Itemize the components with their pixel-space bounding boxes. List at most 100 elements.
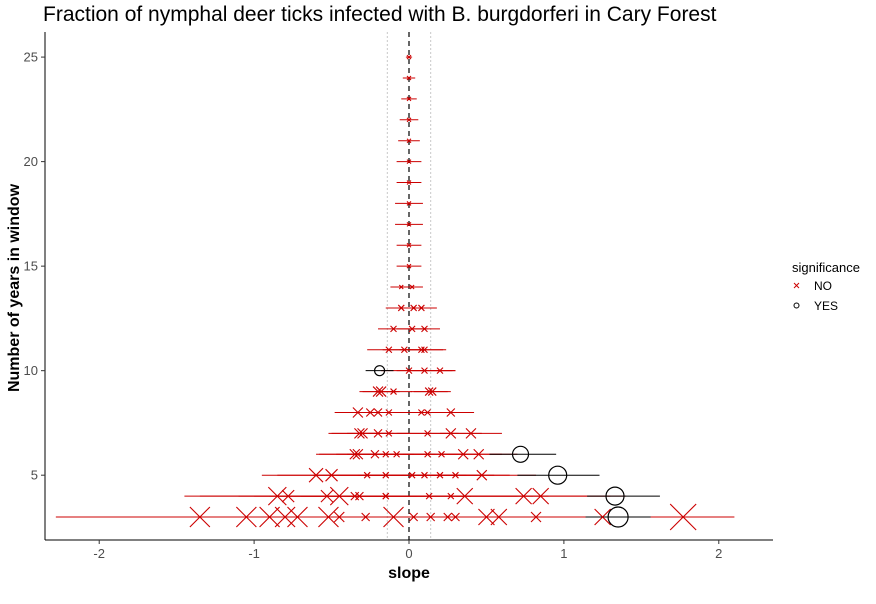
point-stroke [398, 284, 404, 290]
point-no-marker [490, 508, 508, 526]
point-yes-marker [548, 465, 568, 485]
point-no-marker [333, 511, 345, 523]
point-no-marker [452, 471, 459, 479]
point-stroke [235, 506, 257, 528]
point-no-marker [476, 469, 488, 481]
point-stroke [408, 325, 416, 333]
point-stroke [476, 469, 488, 481]
point-stroke [385, 409, 393, 416]
point-stroke [456, 487, 474, 505]
point-stroke [421, 325, 428, 333]
point-stroke [409, 512, 419, 522]
point-stroke [370, 449, 380, 459]
point-no-marker [409, 512, 419, 522]
point-no-marker [390, 388, 397, 395]
point-no-marker [457, 448, 469, 460]
point-no-marker [445, 427, 457, 439]
point-stroke [424, 409, 431, 416]
point-no-marker [406, 242, 412, 248]
x-tick-label: 0 [405, 546, 412, 561]
point-no-marker [478, 508, 495, 526]
point-stroke [382, 450, 390, 458]
point-stroke [406, 54, 412, 60]
point-stroke [405, 367, 413, 375]
point-no-marker [421, 471, 428, 479]
point-no-marker [424, 450, 431, 458]
point-stroke [400, 346, 408, 354]
point-no-marker [421, 367, 428, 375]
point-no-marker [406, 96, 412, 102]
y-tick-label: 10 [24, 363, 38, 378]
point-stroke [421, 471, 428, 479]
point-no-marker [382, 450, 390, 458]
x-tick-label: 2 [715, 546, 722, 561]
point-no-marker [352, 407, 364, 418]
point-no-marker [400, 346, 408, 354]
point-stroke [383, 506, 404, 528]
point-no-marker [408, 325, 416, 333]
point-no-marker [426, 512, 436, 522]
point-stroke [390, 388, 397, 395]
point-stroke [427, 387, 437, 396]
point-stroke [594, 508, 612, 526]
point-no-marker [385, 346, 393, 354]
point-no-marker [397, 304, 405, 312]
point-no-marker [370, 449, 380, 459]
legend: significance NO YES [792, 260, 860, 313]
point-no-marker [408, 471, 416, 479]
point-stroke [189, 506, 211, 528]
point-no-marker [383, 506, 404, 528]
point-no-marker [355, 491, 364, 501]
point-no-marker [375, 386, 387, 397]
point-no-marker [425, 492, 433, 500]
point-no-marker [436, 471, 444, 479]
point-stroke [447, 492, 455, 500]
point-stroke [349, 448, 361, 460]
point-no-marker [349, 448, 361, 460]
point-no-marker [361, 512, 371, 522]
point-no-marker [406, 54, 412, 60]
point-no-marker [406, 75, 412, 81]
point-stroke [436, 471, 444, 479]
point-no-marker [418, 346, 425, 354]
point-no-marker [382, 492, 390, 500]
point-stroke [382, 492, 390, 500]
point-stroke [406, 159, 412, 165]
x-tick-label: -2 [93, 546, 105, 561]
point-stroke [365, 408, 375, 417]
point-no-marker [438, 450, 445, 458]
point-stroke [473, 448, 485, 460]
y-tick-label: 15 [24, 259, 38, 274]
point-no-marker [372, 386, 384, 397]
point-stroke [465, 427, 477, 439]
reference-lines [386, 32, 432, 540]
point-stroke [352, 407, 364, 418]
point-stroke [421, 346, 428, 354]
point-stroke [375, 386, 387, 397]
point-stroke [406, 96, 412, 102]
point-no-marker [418, 409, 425, 416]
point-no-marker [385, 429, 393, 437]
point-stroke [406, 263, 412, 269]
point-no-marker [287, 506, 308, 528]
point-no-marker [352, 448, 364, 460]
point-stroke [424, 387, 434, 396]
legend-label-yes: YES [814, 299, 838, 313]
point-stroke [281, 489, 295, 503]
point-no-marker [406, 180, 412, 185]
point-no-marker [267, 486, 287, 506]
point-no-marker [373, 428, 383, 438]
point-stroke [372, 386, 384, 397]
y-tick-label: 25 [24, 50, 38, 65]
point-stroke [421, 367, 428, 375]
point-stroke [363, 471, 371, 479]
point-no-marker [405, 367, 413, 375]
point-no-marker [189, 506, 211, 528]
point-stroke [357, 427, 368, 439]
point-stroke [393, 450, 400, 458]
point-yes-marker [373, 365, 386, 377]
point-stroke [490, 508, 508, 526]
point-no-marker [354, 427, 365, 439]
y-axis-title: Number of years in window [6, 183, 23, 392]
